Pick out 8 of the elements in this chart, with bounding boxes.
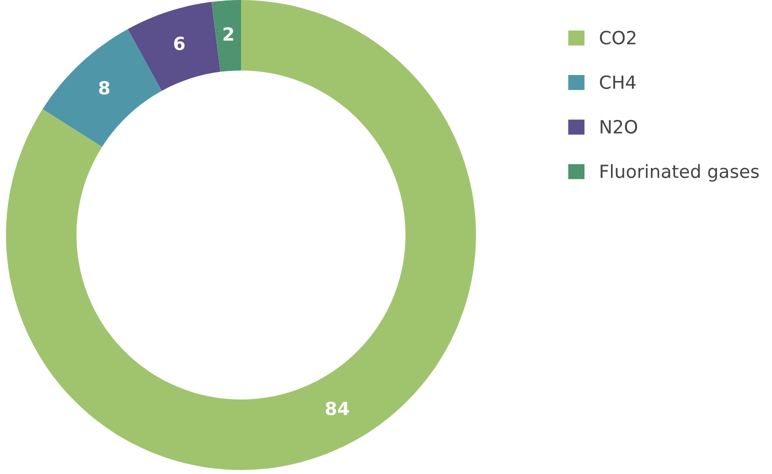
legend-label: N2O xyxy=(600,120,638,134)
legend-label: CO2 xyxy=(600,30,636,44)
legend-label: Fluorinated gases xyxy=(600,164,759,182)
data-label: 2 xyxy=(224,27,234,41)
data-label: 6 xyxy=(174,36,185,50)
data-label: 8 xyxy=(99,80,110,95)
data-label: 84 xyxy=(326,402,349,416)
legend-label: CH4 xyxy=(600,75,636,90)
